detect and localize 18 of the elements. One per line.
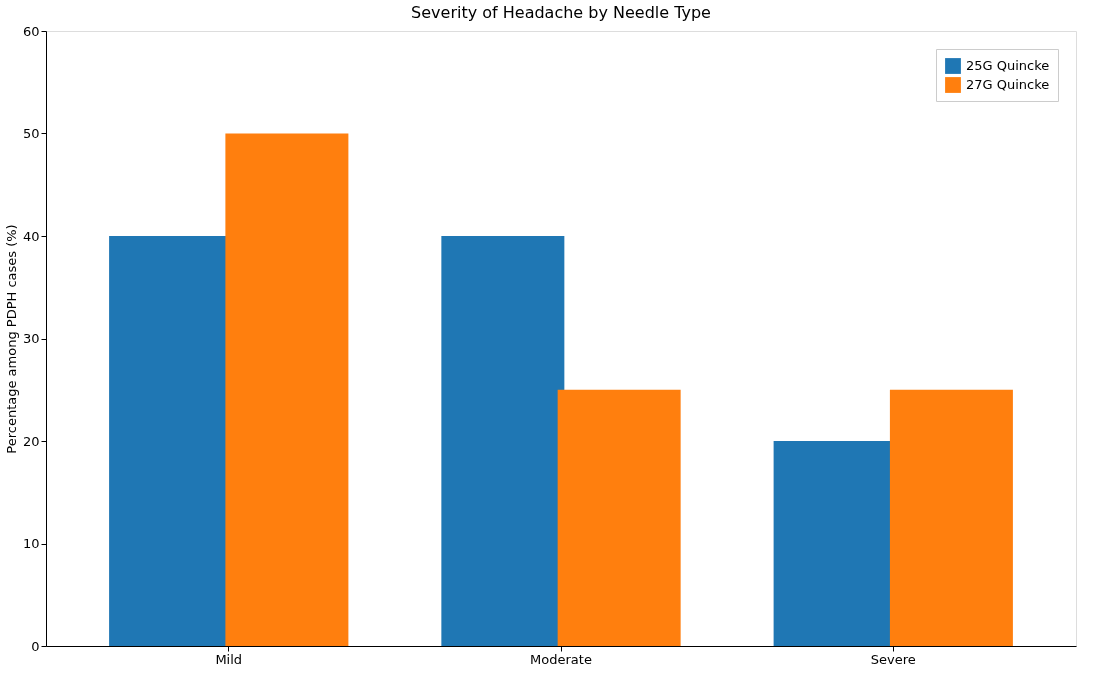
y-tick-label: 50 xyxy=(22,126,40,141)
chart-title: Severity of Headache by Needle Type xyxy=(411,3,711,22)
y-tick-label: 0 xyxy=(31,638,40,654)
y-axis-title: Percentage among PDPH cases (%) xyxy=(3,224,19,454)
bar xyxy=(889,389,1013,646)
x-tick-label: Mild xyxy=(215,651,243,667)
bar xyxy=(225,133,349,646)
x-tick-label: Severe xyxy=(870,651,916,667)
y-tick-label: 20 xyxy=(22,433,40,449)
x-tick-label: Moderate xyxy=(530,651,592,667)
y-tick-label: 40 xyxy=(22,228,40,244)
bar xyxy=(441,236,565,646)
bar xyxy=(557,389,681,646)
legend-label: 27G Quincke xyxy=(966,77,1050,92)
legend-label: 25G Quincke xyxy=(966,58,1050,73)
y-tick-label: 10 xyxy=(22,536,40,551)
y-tick-label: 30 xyxy=(22,331,40,346)
y-tick-label: 60 xyxy=(22,23,40,39)
